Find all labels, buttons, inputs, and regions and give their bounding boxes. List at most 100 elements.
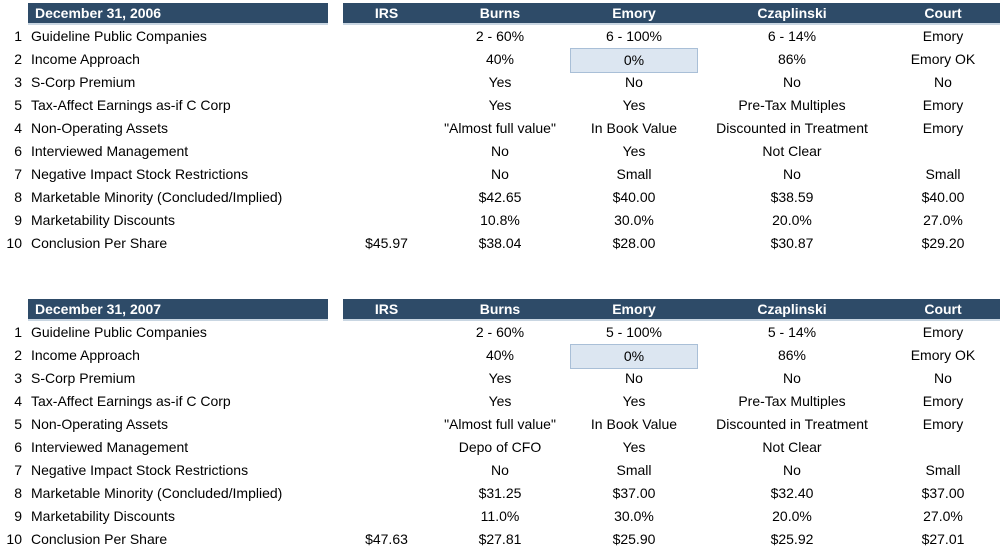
cell-czaplinski: 20.0% xyxy=(772,212,812,228)
cell-czaplinski: 20.0% xyxy=(772,508,812,524)
cell-court: Emory xyxy=(922,97,964,113)
cell-burns: $31.25 xyxy=(478,485,522,501)
row-label: Income Approach xyxy=(31,51,140,67)
cell-burns: $27.81 xyxy=(478,531,522,547)
cell-court xyxy=(886,140,1000,163)
table-row: 8 Marketable Minority (Concluded/Implied)… xyxy=(0,186,1000,209)
cell-court: Emory xyxy=(922,120,964,136)
column-gap xyxy=(328,528,343,550)
table-row: 10 Conclusion Per Share $45.97 $38.04 $28.00… xyxy=(0,232,1000,255)
column-gap xyxy=(328,299,343,321)
row-number: 3 xyxy=(14,370,22,386)
row-number: 3 xyxy=(14,74,22,90)
table-title: December 31, 2007 xyxy=(28,299,328,321)
column-header-irs: IRS xyxy=(343,3,430,25)
cell-burns: 11.0% xyxy=(480,508,520,524)
cell-czaplinski: Discounted in Treatment xyxy=(716,120,868,136)
cell-court: Small xyxy=(925,166,961,182)
cell-burns: "Almost full value" xyxy=(444,120,556,136)
cell-czaplinski: Pre-Tax Multiples xyxy=(738,393,846,409)
row-label: Interviewed Management xyxy=(31,439,189,455)
cell-burns: No xyxy=(491,462,509,478)
column-gap xyxy=(328,505,343,528)
cell-emory: 5 - 100% xyxy=(605,324,663,340)
cell-court: 27.0% xyxy=(923,212,963,228)
column-header-burns: Burns xyxy=(430,299,570,321)
cell-court: $27.01 xyxy=(921,531,965,547)
row-number: 2 xyxy=(14,347,22,363)
cell-court: $40.00 xyxy=(921,189,965,205)
row-label: Marketable Minority (Concluded/Implied) xyxy=(31,485,283,501)
cell-emory: 30.0% xyxy=(614,508,654,524)
table-row: 7 Negative Impact Stock Restrictions No Sma… xyxy=(0,459,1000,482)
cell-emory: Yes xyxy=(622,439,646,455)
row-label: Interviewed Management xyxy=(31,143,189,159)
cell-court: No xyxy=(934,370,952,386)
cell-burns: 10.8% xyxy=(480,212,520,228)
cell-emory: $40.00 xyxy=(612,189,656,205)
row-number: 4 xyxy=(14,393,22,409)
row-number: 7 xyxy=(14,166,22,182)
table-header-2007: December 31, 2007 IRS Burns Emory Czapli… xyxy=(0,299,1000,321)
table-header-2006: December 31, 2006 IRS Burns Emory Czapli… xyxy=(0,3,1000,25)
cell-emory: Yes xyxy=(622,393,646,409)
cell-czaplinski: $38.59 xyxy=(770,189,814,205)
cell-czaplinski: 6 - 14% xyxy=(767,28,817,44)
cell-irs xyxy=(343,209,430,232)
cell-burns: Yes xyxy=(488,370,512,386)
cell-burns: "Almost full value" xyxy=(444,416,556,432)
table-row: 10 Conclusion Per Share $47.63 $27.81 $25.90… xyxy=(0,528,1000,550)
row-number: 6 xyxy=(14,439,22,455)
cell-irs xyxy=(343,367,430,390)
cell-emory: 30.0% xyxy=(614,212,654,228)
cell-irs xyxy=(343,25,430,48)
highlighted-cell-emory: 0% xyxy=(570,344,698,369)
cell-czaplinski: Not Clear xyxy=(762,439,822,455)
cell-emory: 6 - 100% xyxy=(605,28,663,44)
row-number: 1 xyxy=(14,324,22,340)
row-label: Negative Impact Stock Restrictions xyxy=(31,462,249,478)
cell-irs xyxy=(343,186,430,209)
row-number: 8 xyxy=(14,189,22,205)
column-gap xyxy=(328,232,343,255)
table-row: 7 Negative Impact Stock Restrictions No Sma… xyxy=(0,163,1000,186)
row-number: 9 xyxy=(14,508,22,524)
column-header-court: Court xyxy=(886,3,1000,25)
cell-emory: In Book Value xyxy=(590,416,678,432)
cell-emory: $37.00 xyxy=(612,485,656,501)
row-number: 10 xyxy=(6,531,22,547)
cell-irs xyxy=(343,413,430,436)
row-label: Conclusion Per Share xyxy=(31,235,168,251)
cell-irs xyxy=(343,505,430,528)
cell-emory: No xyxy=(625,370,643,386)
column-header-emory: Emory xyxy=(570,299,698,321)
cell-court: No xyxy=(934,74,952,90)
cell-czaplinski: Not Clear xyxy=(762,143,822,159)
cell-burns: Yes xyxy=(488,393,512,409)
cell-czaplinski: No xyxy=(783,166,801,182)
cell-czaplinski: 86% xyxy=(777,51,807,67)
row-label: Non-Operating Assets xyxy=(31,120,168,136)
cell-czaplinski: 86% xyxy=(777,347,807,363)
table-row: 3 S-Corp Premium Yes No No No xyxy=(0,367,1000,390)
table-row: 3 S-Corp Premium Yes No No No xyxy=(0,71,1000,94)
table-body-2007: 1 Guideline Public Companies 2 - 60% 5 - 10… xyxy=(0,321,1000,550)
cell-czaplinski: $32.40 xyxy=(770,485,814,501)
column-gap xyxy=(328,163,343,186)
cell-court: Emory xyxy=(922,324,964,340)
row-number-spacer xyxy=(0,3,28,25)
cell-court: 27.0% xyxy=(923,508,963,524)
column-gap xyxy=(328,117,343,140)
cell-court: Emory xyxy=(922,393,964,409)
table-row: 2 Income Approach 40% 0% 86% Emory OK xyxy=(0,344,1000,369)
cell-emory: Small xyxy=(616,166,652,182)
row-label: Marketability Discounts xyxy=(31,508,175,524)
column-gap xyxy=(328,482,343,505)
row-number: 8 xyxy=(14,485,22,501)
cell-czaplinski: No xyxy=(783,370,801,386)
cell-court: Emory OK xyxy=(910,51,976,67)
row-number: 10 xyxy=(6,235,22,251)
cell-court xyxy=(886,436,1000,459)
column-gap xyxy=(328,209,343,232)
